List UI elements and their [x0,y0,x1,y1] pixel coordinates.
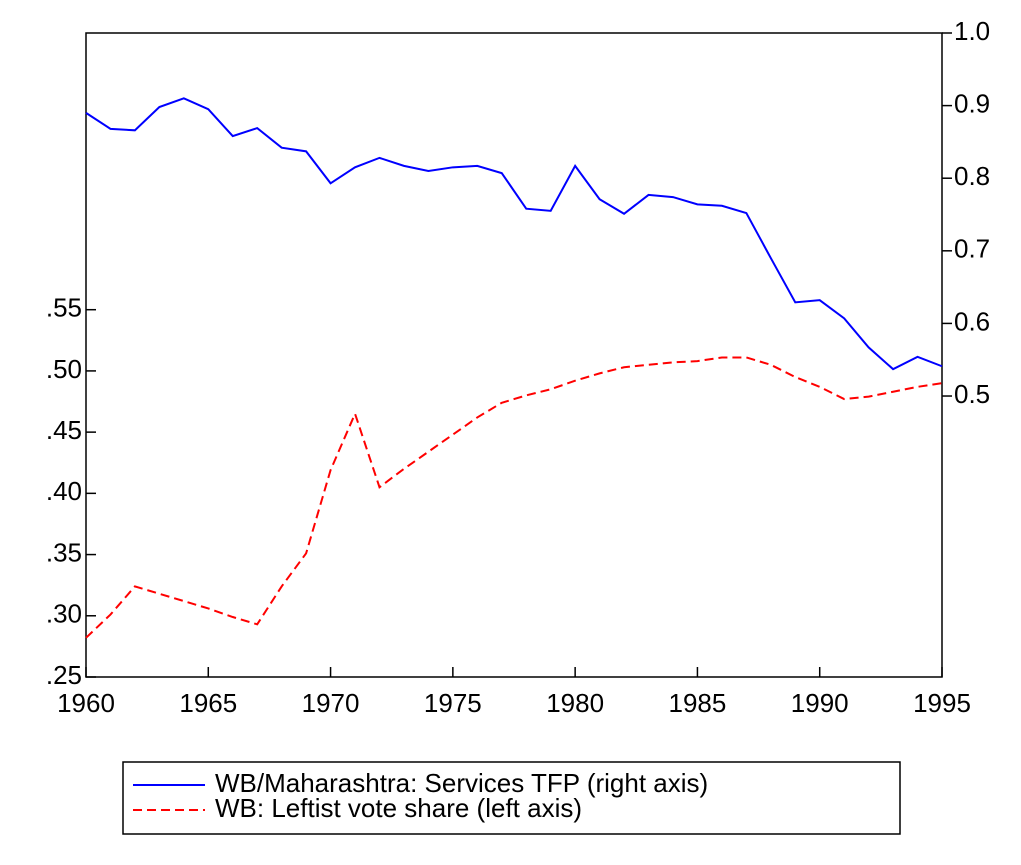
legend-label: WB/Maharashtra: Services TFP (right axis… [215,768,708,798]
x-tick-label: 1985 [669,688,727,718]
y-tick-label: .50 [46,354,82,384]
x-tick-label: 1995 [913,688,971,718]
plot-frame [85,32,943,678]
y-tick-label: .55 [46,293,82,323]
x-tick-label: 1975 [424,688,482,718]
y-tick-label: .45 [46,415,82,445]
x-tick-label: 1990 [791,688,849,718]
x-tick-label: 1965 [179,688,237,718]
y2-tick-label: 0.8 [954,161,990,191]
series-line [85,97,943,371]
y2-tick-label: 1.0 [954,16,990,46]
y-tick-label: .35 [46,537,82,567]
x-tick-label: 1970 [302,688,360,718]
x-tick-label: 1980 [546,688,604,718]
y2-tick-label: 0.5 [954,379,990,409]
y-tick-label: .25 [46,660,82,690]
y2-tick-label: 0.9 [954,88,990,118]
legend-box [122,761,901,835]
legend-label: WB: Leftist vote share (left axis) [215,793,582,823]
y2-tick-label: 0.6 [954,306,990,336]
x-tick-label: 1960 [57,688,115,718]
series-line [85,356,943,639]
y2-tick-label: 0.7 [954,234,990,264]
y-tick-label: .40 [46,476,82,506]
y-tick-label: .30 [46,599,82,629]
